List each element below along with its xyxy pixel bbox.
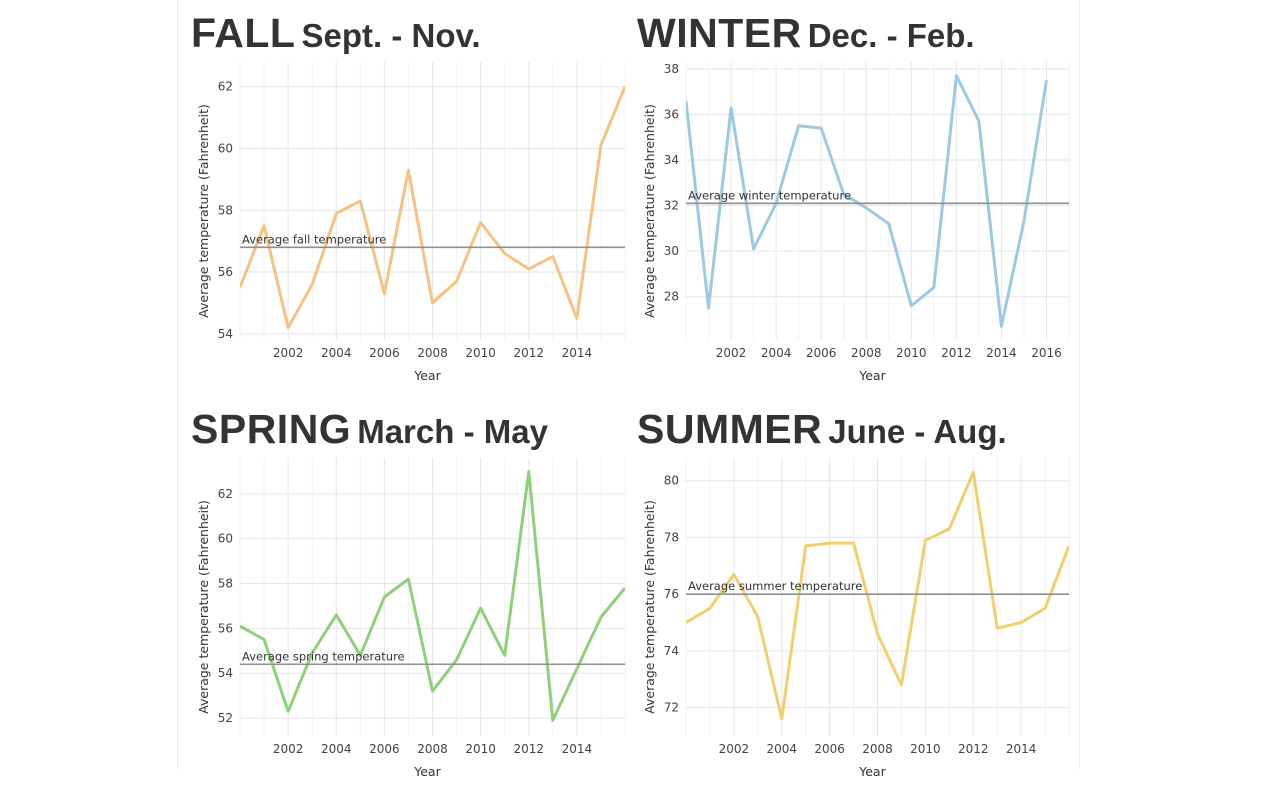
fall-x-tick-label: 2004 (321, 346, 352, 360)
spring-x-tick-label: 2014 (562, 742, 593, 756)
summer-x-tick-label: 2014 (1006, 742, 1037, 756)
summer-season: SUMMER (637, 406, 823, 452)
winter-y-tick-label: 38 (664, 62, 679, 76)
spring-x-tick-label: 2010 (465, 742, 496, 756)
winter-title: WINTER Dec. - Feb. (637, 10, 975, 57)
fall-x-axis-title: Year (413, 368, 441, 383)
spring-x-tick-label: 2002 (273, 742, 304, 756)
summer-chart: 72 74 76 78 80 2002 2004 2006 2008 2010 2012 2014 Ye… (642, 458, 1070, 779)
winter-x-tick-label: 2006 (806, 346, 837, 360)
summer-x-tick-label: 2012 (958, 742, 989, 756)
summer-panel: SUMMER June - Aug. 72 74 76 78 80 2002 2004 2006… (624, 396, 1070, 791)
fall-chart: 54 56 58 60 62 2002 2004 2006 2008 2010 2012 2014 Ye… (196, 62, 626, 383)
summer-x-tick-label: 2002 (719, 742, 750, 756)
summer-months: June - Aug. (828, 413, 1007, 450)
summer-x-tick-label: 2010 (910, 742, 941, 756)
winter-temperature-line (686, 74, 1048, 328)
fall-title: FALL Sept. - Nov. (191, 10, 481, 57)
spring-y-tick-label: 60 (218, 532, 233, 546)
summer-y-tick-label: 76 (664, 587, 679, 601)
winter-x-tick-label: 2014 (986, 346, 1017, 360)
spring-y-tick-label: 52 (218, 711, 233, 725)
spring-x-tick-label: 2008 (417, 742, 448, 756)
winter-x-axis-title: Year (858, 368, 886, 383)
spring-title: SPRING March - May (191, 406, 548, 453)
summer-y-axis-title: Average temperature (Fahrenheit) (642, 500, 657, 714)
fall-y-axis-title: Average temperature (Fahrenheit) (196, 104, 211, 318)
spring-y-tick-label: 58 (218, 577, 233, 591)
winter-y-axis-title: Average temperature (Fahrenheit) (642, 104, 657, 318)
chart-board: FALL Sept. - Nov. 54 56 58 60 62 2002 2004 2006 2… (177, 0, 1080, 779)
winter-x-tick-label: 2008 (851, 346, 882, 360)
winter-y-tick-label: 30 (664, 244, 679, 258)
spring-chart: 52 54 56 58 60 62 2002 2004 2006 2008 2010 2012 2014… (196, 458, 626, 779)
summer-x-tick-label: 2006 (814, 742, 845, 756)
summer-y-tick-label: 72 (664, 701, 679, 715)
spring-y-tick-label: 54 (218, 666, 233, 680)
spring-x-tick-label: 2004 (321, 742, 352, 756)
spring-x-tick-label: 2006 (369, 742, 400, 756)
winter-y-tick-label: 36 (664, 107, 679, 121)
spring-x-axis-title: Year (413, 764, 441, 779)
summer-y-tick-label: 80 (664, 474, 679, 488)
fall-x-tick-label: 2012 (513, 346, 544, 360)
winter-x-tick-label: 2002 (716, 346, 747, 360)
fall-x-tick-label: 2006 (369, 346, 400, 360)
spring-months: March - May (357, 413, 548, 450)
fall-temperature-line (240, 86, 625, 330)
fall-x-tick-label: 2008 (417, 346, 448, 360)
summer-y-tick-label: 78 (664, 530, 679, 544)
winter-y-tick-label: 34 (664, 153, 679, 167)
summer-temperature-line (686, 470, 1069, 721)
fall-x-tick-label: 2014 (562, 346, 593, 360)
winter-months: Dec. - Feb. (807, 17, 975, 54)
spring-panel: SPRING March - May 52 54 56 58 60 62 2002 2004 20… (178, 396, 626, 791)
spring-y-tick-label: 62 (218, 487, 233, 501)
summer-average-label: Average summer temperature (688, 579, 862, 593)
summer-y-tick-label: 74 (664, 644, 679, 658)
winter-y-tick-label: 32 (664, 199, 679, 213)
winter-y-tick-label: 28 (664, 290, 679, 304)
winter-panel: WINTER Dec. - Feb. 28 30 32 34 36 38 2002 2004 20… (624, 0, 1070, 395)
spring-y-tick-label: 56 (218, 621, 233, 635)
spring-temperature-line (240, 470, 625, 722)
fall-months: Sept. - Nov. (301, 17, 481, 54)
fall-average-label: Average fall temperature (242, 232, 386, 246)
fall-y-tick-label: 58 (218, 203, 233, 217)
fall-y-tick-label: 56 (218, 265, 233, 279)
winter-x-tick-label: 2004 (761, 346, 792, 360)
summer-x-axis-title: Year (858, 764, 886, 779)
fall-x-tick-label: 2010 (465, 346, 496, 360)
winter-x-tick-label: 2016 (1031, 346, 1062, 360)
spring-y-axis-title: Average temperature (Fahrenheit) (196, 500, 211, 714)
winter-x-tick-label: 2010 (896, 346, 927, 360)
fall-y-tick-label: 60 (218, 141, 233, 155)
winter-x-tick-label: 2012 (941, 346, 972, 360)
summer-x-tick-label: 2008 (862, 742, 893, 756)
spring-x-tick-label: 2012 (513, 742, 544, 756)
fall-y-tick-label: 54 (218, 327, 233, 341)
fall-season: FALL (191, 10, 296, 56)
spring-average-label: Average spring temperature (242, 649, 405, 663)
winter-average-label: Average winter temperature (688, 188, 851, 202)
summer-title: SUMMER June - Aug. (637, 406, 1007, 453)
spring-season: SPRING (191, 406, 352, 452)
fall-panel: FALL Sept. - Nov. 54 56 58 60 62 2002 2004 2006 2… (178, 0, 626, 395)
winter-chart: 28 30 32 34 36 38 2002 2004 2006 2008 2010 2012 2014… (642, 62, 1070, 383)
summer-x-tick-label: 2004 (766, 742, 797, 756)
winter-season: WINTER (637, 10, 802, 56)
fall-y-tick-label: 62 (218, 80, 233, 94)
fall-x-tick-label: 2002 (273, 346, 304, 360)
